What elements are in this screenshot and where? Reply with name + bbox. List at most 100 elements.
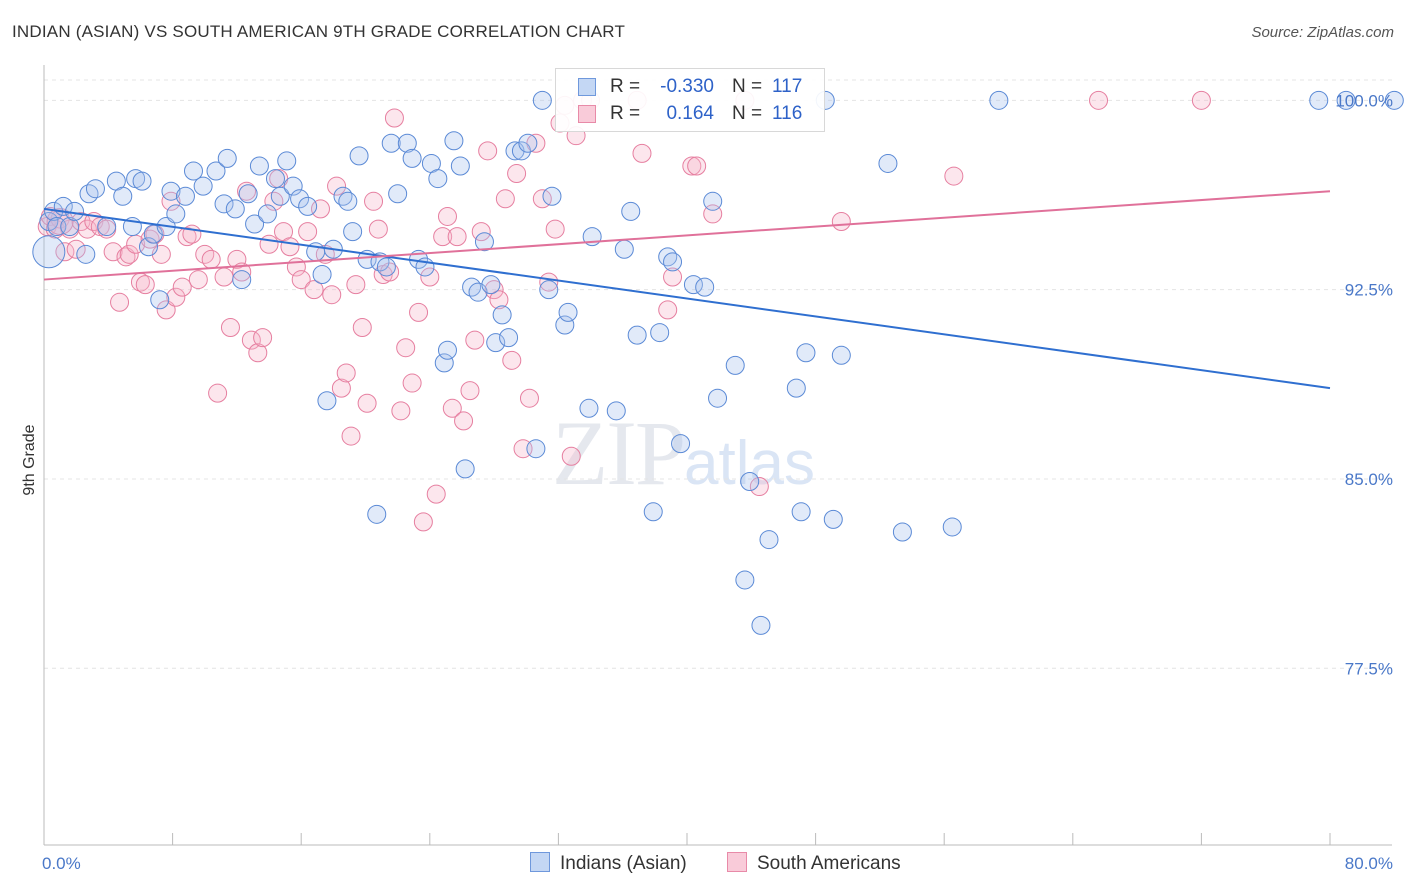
data-point-indian (751, 615, 771, 635)
bottom-legend-south: South Americans (727, 852, 901, 875)
data-point-indian (381, 133, 401, 153)
data-point-indian (257, 204, 277, 224)
data-point-indian (1309, 90, 1329, 110)
data-point-indian (397, 133, 417, 153)
data-point-indian (428, 169, 448, 189)
data-point-south-american (402, 373, 422, 393)
data-point-indian (214, 194, 234, 214)
data-point-indian (298, 196, 318, 216)
data-point-indian (277, 151, 297, 171)
legend-swatch-south (578, 105, 596, 123)
data-point-south-american (454, 411, 474, 431)
data-point-indian (621, 201, 641, 221)
data-point-south-american (749, 477, 769, 497)
data-point-south-american (1191, 90, 1211, 110)
data-point-south-american (391, 401, 411, 421)
data-point-south-american (214, 267, 234, 287)
data-point-south-american (116, 247, 136, 267)
data-point-indian (474, 232, 494, 252)
data-point-indian (455, 459, 475, 479)
data-point-south-american (471, 222, 491, 242)
data-point-south-american (280, 237, 300, 257)
data-point-indian (683, 275, 703, 295)
data-point-indian (232, 270, 252, 290)
data-point-indian (878, 153, 898, 173)
data-point-south-american (384, 108, 404, 128)
legend-r-label: R = (610, 103, 641, 124)
data-point-south-american (264, 191, 284, 211)
legend-row-south: R = 0.164 N = 116 (556, 100, 824, 128)
data-point-indian (518, 133, 538, 153)
data-point-south-american (420, 267, 440, 287)
data-point-south-american (442, 398, 462, 418)
data-point-indian (725, 355, 745, 375)
bottom-legend-swatch-indian (530, 852, 550, 872)
data-point-south-american (478, 141, 498, 161)
data-point-south-american (352, 318, 372, 338)
bottom-legend-label-south: South Americans (757, 853, 901, 874)
data-point-south-american (484, 280, 504, 300)
data-point-south-american (495, 189, 515, 209)
data-point-south-american (460, 381, 480, 401)
data-point-indian (606, 401, 626, 421)
data-point-indian (643, 502, 663, 522)
data-point-indian (206, 161, 226, 181)
data-point-south-american (161, 191, 181, 211)
data-point-south-american (433, 227, 453, 247)
data-point-indian (558, 302, 578, 322)
data-point-indian (650, 323, 670, 343)
data-point-south-american (327, 176, 347, 196)
data-point-south-american (248, 343, 268, 363)
data-point-indian (481, 275, 501, 295)
data-point-indian (249, 156, 269, 176)
data-point-south-american (110, 292, 130, 312)
gridlines (44, 79, 1392, 669)
data-point-south-american (447, 227, 467, 247)
data-point-south-american (507, 164, 527, 184)
data-point-south-american (135, 275, 155, 295)
y-axis-title: 9th Grade (21, 424, 38, 495)
data-point-indian (175, 186, 195, 206)
data-point-south-american (687, 156, 707, 176)
data-point-south-american (195, 244, 215, 264)
legend-row-indian: R = -0.330 N = 117 (556, 73, 824, 101)
data-point-indian (270, 186, 290, 206)
data-point-indian (671, 434, 691, 454)
data-point-indian (238, 184, 258, 204)
data-point-indian (444, 131, 464, 151)
data-point-south-american (357, 393, 377, 413)
data-point-indian (942, 517, 962, 537)
data-point-indian (831, 345, 851, 365)
data-point-indian (161, 181, 181, 201)
data-point-indian (283, 176, 303, 196)
data-point-south-american (253, 328, 273, 348)
data-point-south-american (465, 330, 485, 350)
data-point-indian (437, 340, 457, 360)
data-point-south-american (413, 512, 433, 532)
data-point-south-american (66, 239, 86, 259)
data-point-south-american (259, 234, 279, 254)
data-point-south-american (368, 219, 388, 239)
data-point-indian (349, 146, 369, 166)
data-point-indian (245, 214, 265, 234)
data-point-indian (499, 328, 519, 348)
data-point-indian (823, 509, 843, 529)
data-point-indian (132, 171, 152, 191)
data-point-indian (217, 148, 237, 168)
data-point-indian (317, 391, 337, 411)
data-point-indian (113, 186, 133, 206)
data-point-indian (539, 280, 559, 300)
data-point-south-american (172, 277, 192, 297)
data-point-indian (492, 305, 512, 325)
data-point-indian (708, 388, 728, 408)
data-point-indian (526, 439, 546, 459)
data-point-south-american (396, 338, 416, 358)
data-point-south-american (336, 363, 356, 383)
legend-r-value: 0.164 (666, 103, 714, 124)
tick-labels: 77.5% 85.0% 92.5% 100.0% 0.0% 80.0% (42, 91, 1393, 873)
chart-title: INDIAN (ASIAN) VS SOUTH AMERICAN 9TH GRA… (12, 22, 626, 41)
data-point-indian (312, 265, 332, 285)
data-point-indian (462, 277, 482, 297)
data-point-indian-cluster (32, 235, 66, 269)
